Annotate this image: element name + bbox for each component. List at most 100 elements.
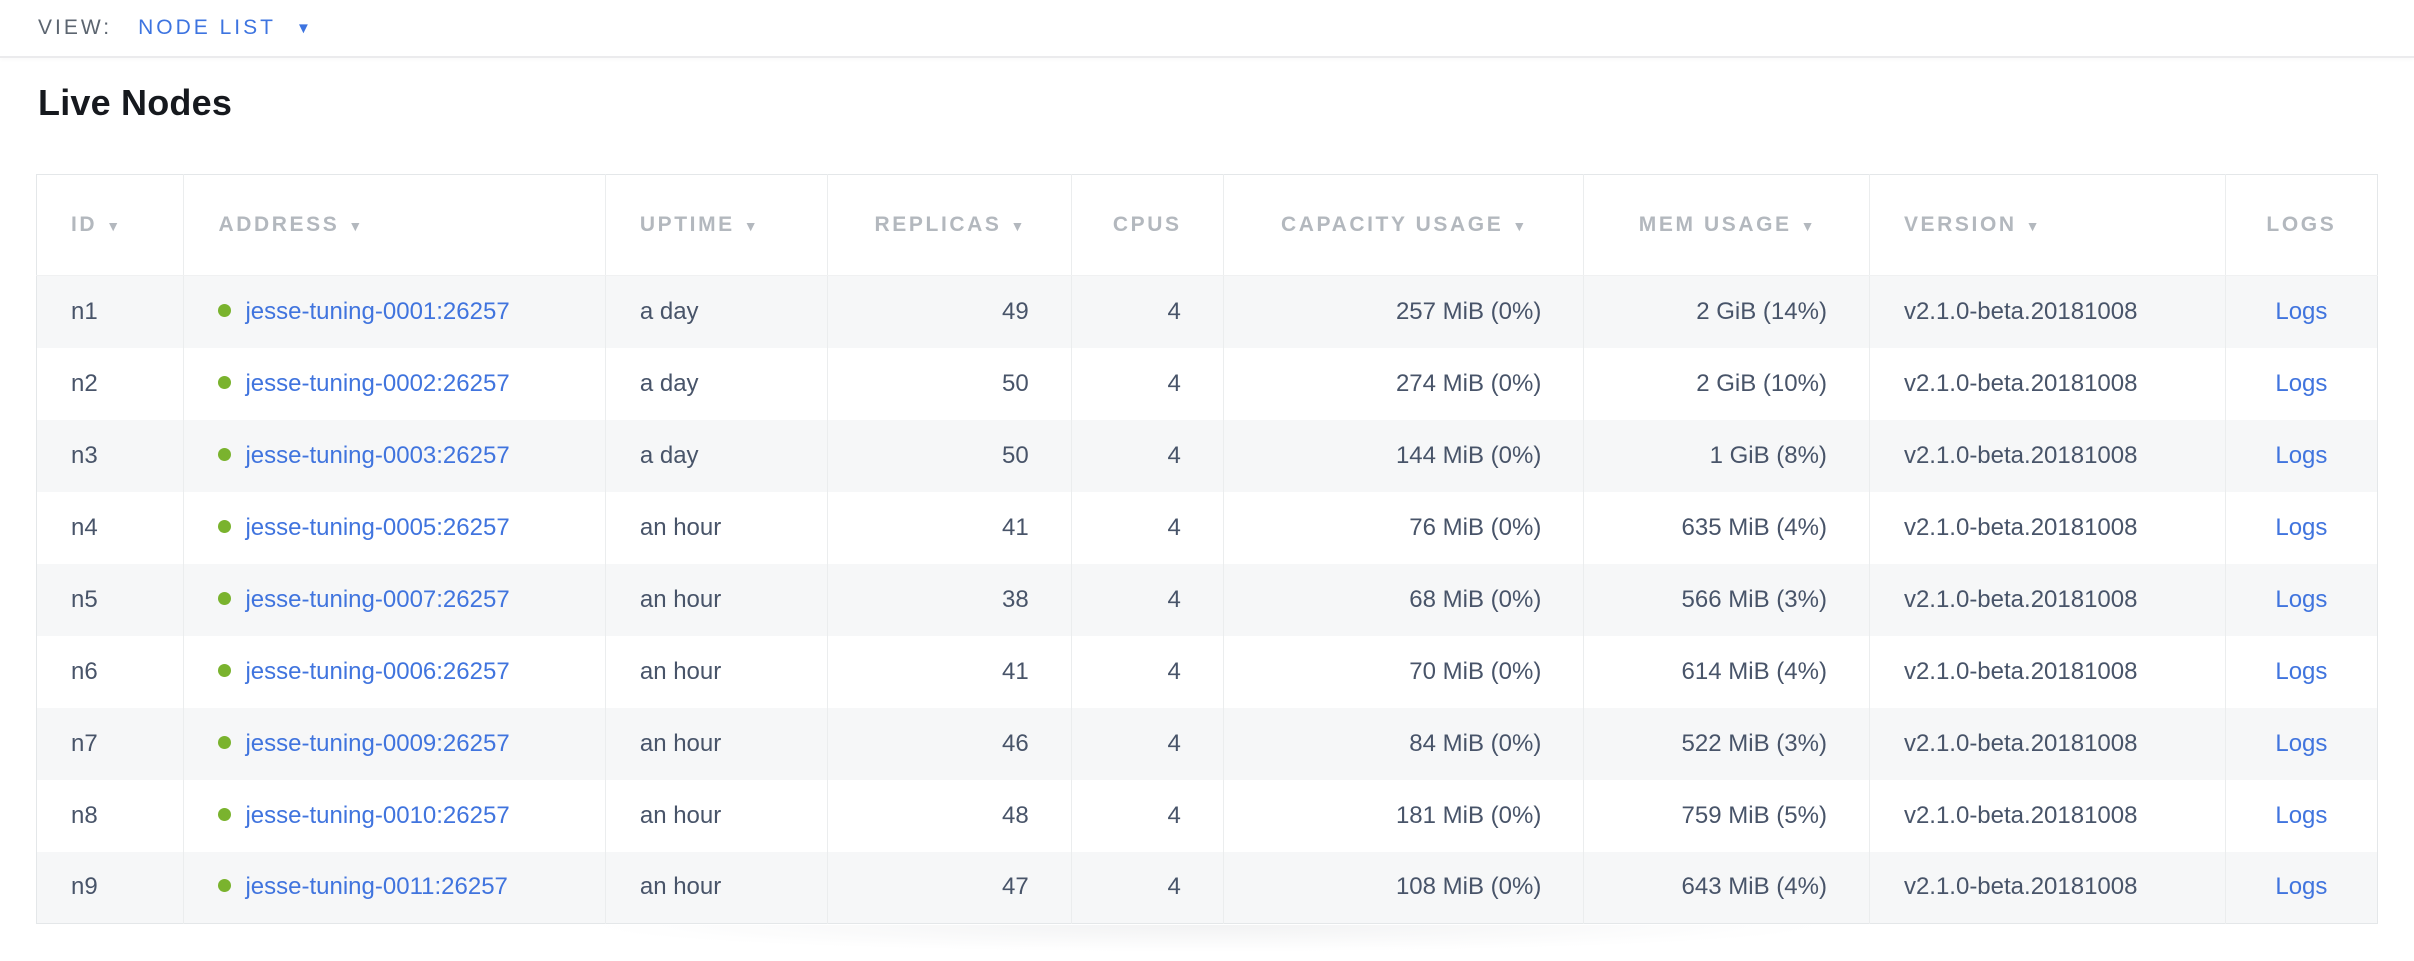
column-header-replicas[interactable]: REPLICAS ▼ (827, 174, 1072, 276)
table-row: n5 jesse-tuning-0007:26257 an hour 38 4 … (36, 563, 2378, 636)
node-uptime-cell: an hour (604, 563, 828, 636)
node-capacity-usage-cell: 68 MiB (0%) (1222, 563, 1584, 636)
node-uptime-cell: an hour (604, 707, 828, 780)
node-address-link[interactable]: jesse-tuning-0007:26257 (245, 585, 510, 613)
node-uptime-cell: an hour (604, 851, 828, 924)
node-replicas-cell: 48 (827, 779, 1072, 852)
column-header-version[interactable]: VERSION ▼ (1868, 174, 2226, 276)
node-cpus-cell: 4 (1070, 563, 1224, 636)
node-id-cell: n3 (71, 441, 98, 469)
node-address-cell: jesse-tuning-0010:26257 (183, 779, 606, 852)
node-id-cell: n9 (71, 873, 98, 901)
column-header-mem-usage[interactable]: MEM USAGE ▼ (1583, 174, 1870, 276)
node-address-link[interactable]: jesse-tuning-0002:26257 (245, 369, 510, 397)
node-logs-link[interactable]: Logs (2275, 297, 2328, 325)
node-mem-usage-cell: 1 GiB (8%) (1583, 419, 1870, 492)
node-logs-link[interactable]: Logs (2275, 513, 2328, 541)
table-row: n7 jesse-tuning-0009:26257 an hour 46 4 … (36, 707, 2378, 780)
column-header-id[interactable]: ID ▼ (36, 174, 184, 276)
node-cpus-cell: 4 (1070, 419, 1224, 492)
table-row: n3 jesse-tuning-0003:26257 a day 50 4 14… (36, 419, 2378, 492)
node-mem-usage-cell: 2 GiB (10%) (1583, 347, 1870, 420)
node-live-status-dot-icon (218, 663, 232, 677)
node-logs-cell: Logs (2224, 491, 2378, 564)
node-logs-cell: Logs (2224, 419, 2378, 492)
node-address-link[interactable]: jesse-tuning-0010:26257 (245, 801, 510, 829)
node-logs-cell: Logs (2224, 779, 2378, 852)
node-id-cell: n7 (71, 729, 98, 757)
node-logs-link[interactable]: Logs (2275, 801, 2328, 829)
node-logs-cell: Logs (2224, 635, 2378, 708)
node-id-cell: n1 (71, 297, 98, 325)
nodes-table-body: n1 jesse-tuning-0001:26257 a day 49 4 25… (36, 275, 2378, 924)
sort-desc-icon: ▼ (106, 218, 121, 234)
node-capacity-usage-cell: 76 MiB (0%) (1222, 491, 1584, 564)
table-header-row: ID ▼ ADDRESS ▼ UPTIME ▼ REPLICAS ▼ CPUS CAPA… (36, 174, 2378, 276)
node-mem-usage-cell: 635 MiB (4%) (1583, 491, 1870, 564)
view-selector-bar: VIEW: NODE LIST ▼ (0, 0, 2414, 58)
table-row: n2 jesse-tuning-0002:26257 a day 50 4 27… (36, 347, 2378, 420)
column-header-capacity-usage[interactable]: CAPACITY USAGE ▼ (1222, 174, 1584, 276)
node-address-link[interactable]: jesse-tuning-0005:26257 (245, 513, 510, 541)
node-replicas-cell: 41 (827, 635, 1072, 708)
table-row: n1 jesse-tuning-0001:26257 a day 49 4 25… (36, 275, 2378, 348)
node-address-cell: jesse-tuning-0002:26257 (183, 347, 606, 420)
node-address-cell: jesse-tuning-0001:26257 (183, 275, 606, 348)
node-address-link[interactable]: jesse-tuning-0003:26257 (245, 441, 510, 469)
node-replicas-cell: 49 (827, 275, 1072, 348)
view-selector-dropdown[interactable]: NODE LIST ▼ (138, 16, 311, 40)
node-version-cell: v2.1.0-beta.20181008 (1868, 779, 2226, 852)
node-cpus-cell: 4 (1070, 635, 1224, 708)
node-cpus-cell: 4 (1070, 491, 1224, 564)
node-uptime-cell: a day (604, 275, 828, 348)
table-bottom-shadow (457, 925, 1957, 961)
node-address-cell: jesse-tuning-0011:26257 (183, 851, 606, 924)
node-cpus-cell: 4 (1070, 779, 1224, 852)
node-capacity-usage-cell: 144 MiB (0%) (1222, 419, 1584, 492)
table-row: n8 jesse-tuning-0010:26257 an hour 48 4 … (36, 779, 2378, 852)
node-address-link[interactable]: jesse-tuning-0009:26257 (245, 729, 510, 757)
column-header-address[interactable]: ADDRESS ▼ (183, 174, 606, 276)
node-live-status-dot-icon (218, 375, 232, 389)
node-logs-link[interactable]: Logs (2275, 585, 2328, 613)
node-logs-link[interactable]: Logs (2275, 657, 2328, 685)
node-cpus-cell: 4 (1070, 851, 1224, 924)
live-nodes-section: ID ▼ ADDRESS ▼ UPTIME ▼ REPLICAS ▼ CPUS CAPA… (0, 174, 2414, 961)
node-logs-link[interactable]: Logs (2275, 369, 2328, 397)
node-cpus-cell: 4 (1070, 347, 1224, 420)
node-cpus-cell: 4 (1070, 275, 1224, 348)
node-replicas-cell: 46 (827, 707, 1072, 780)
node-version-cell: v2.1.0-beta.20181008 (1868, 275, 2226, 348)
node-uptime-cell: a day (604, 347, 828, 420)
table-row: n4 jesse-tuning-0005:26257 an hour 41 4 … (36, 491, 2378, 564)
live-nodes-table: ID ▼ ADDRESS ▼ UPTIME ▼ REPLICAS ▼ CPUS CAPA… (36, 174, 2378, 924)
node-id-cell: n8 (71, 801, 98, 829)
node-id-cell: n5 (71, 585, 98, 613)
node-address-cell: jesse-tuning-0006:26257 (183, 635, 606, 708)
node-version-cell: v2.1.0-beta.20181008 (1868, 347, 2226, 420)
sort-desc-icon: ▼ (743, 218, 758, 234)
node-capacity-usage-cell: 274 MiB (0%) (1222, 347, 1584, 420)
node-logs-cell: Logs (2224, 275, 2378, 348)
node-version-cell: v2.1.0-beta.20181008 (1868, 851, 2226, 924)
node-id-cell: n4 (71, 513, 98, 541)
node-capacity-usage-cell: 181 MiB (0%) (1222, 779, 1584, 852)
node-mem-usage-cell: 759 MiB (5%) (1583, 779, 1870, 852)
node-logs-cell: Logs (2224, 851, 2378, 924)
node-address-link[interactable]: jesse-tuning-0001:26257 (245, 297, 510, 325)
node-address-link[interactable]: jesse-tuning-0011:26257 (245, 873, 508, 901)
column-header-uptime[interactable]: UPTIME ▼ (604, 174, 828, 276)
node-live-status-dot-icon (218, 735, 232, 749)
node-address-link[interactable]: jesse-tuning-0006:26257 (245, 657, 510, 685)
node-capacity-usage-cell: 84 MiB (0%) (1222, 707, 1584, 780)
node-address-cell: jesse-tuning-0007:26257 (183, 563, 606, 636)
node-version-cell: v2.1.0-beta.20181008 (1868, 491, 2226, 564)
sort-desc-icon: ▼ (1512, 218, 1527, 234)
node-logs-link[interactable]: Logs (2275, 873, 2328, 901)
node-live-status-dot-icon (218, 519, 232, 533)
node-logs-link[interactable]: Logs (2275, 441, 2328, 469)
node-logs-link[interactable]: Logs (2275, 729, 2328, 757)
node-version-cell: v2.1.0-beta.20181008 (1868, 707, 2226, 780)
node-cpus-cell: 4 (1070, 707, 1224, 780)
node-mem-usage-cell: 566 MiB (3%) (1583, 563, 1870, 636)
